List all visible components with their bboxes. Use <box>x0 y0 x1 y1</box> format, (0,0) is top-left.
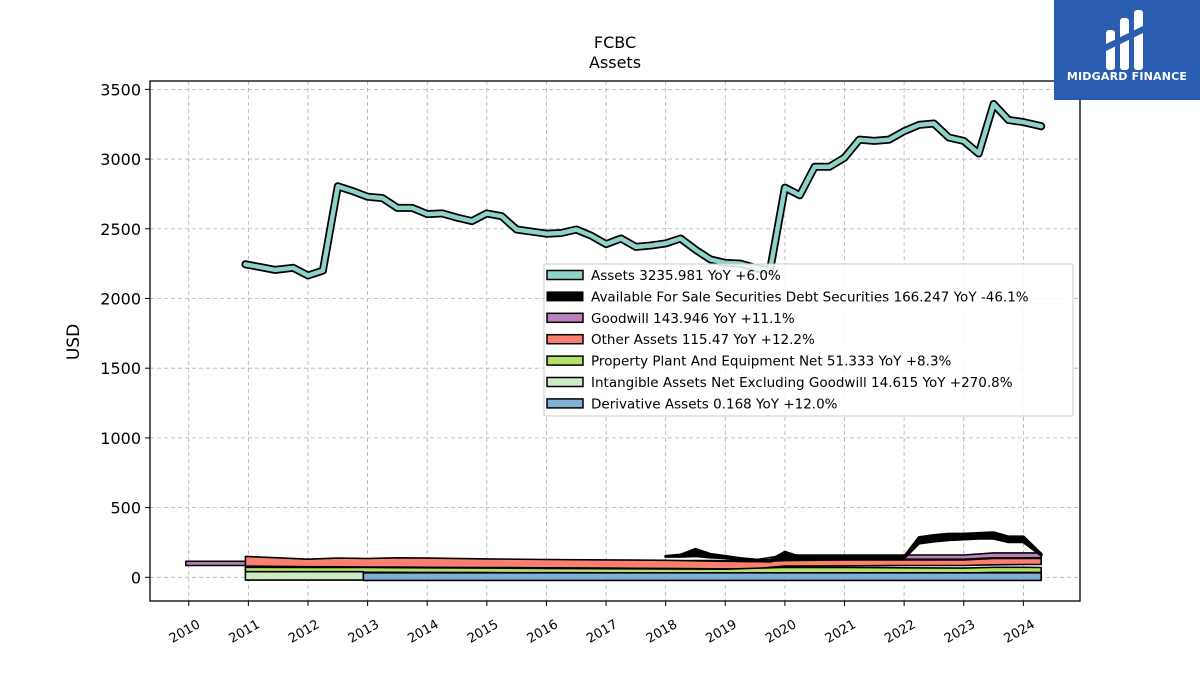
x-tick-label: 2011 <box>227 617 263 647</box>
plot-area <box>185 100 1046 582</box>
y-tick-label: 3000 <box>100 150 141 169</box>
series-band <box>362 571 1042 582</box>
legend-swatch <box>546 376 584 388</box>
plot-frame <box>149 80 1081 602</box>
y-tick-label: 0 <box>131 568 141 587</box>
legend-swatch <box>546 312 584 324</box>
legend[interactable]: Assets 3235.981 YoY +6.0% Available For S… <box>543 263 1074 417</box>
chart-subtitle: Assets <box>589 53 641 72</box>
legend-entry: Intangible Assets Net Excluding Goodwill… <box>591 375 1013 391</box>
y-tick-label: 3500 <box>100 80 141 99</box>
x-tick-label: 2022 <box>882 617 918 647</box>
x-tick-label: 2018 <box>644 617 680 647</box>
y-tick-label: 1500 <box>100 359 141 378</box>
x-tick-label: 2019 <box>703 617 739 647</box>
series-band <box>664 531 1043 563</box>
legend-entry: Derivative Assets 0.168 YoY +12.0% <box>591 396 838 412</box>
logo-text: MIDGARD FINANCE <box>1066 70 1188 83</box>
legend-entry: Property Plant And Equipment Net 51.333 … <box>591 354 951 370</box>
series-line-outline <box>241 100 1046 280</box>
x-tick-label: 2013 <box>346 617 382 647</box>
legend-swatch <box>546 355 584 366</box>
x-tick-label: 2014 <box>405 617 441 647</box>
x-tick-label: 2012 <box>286 617 322 647</box>
x-tick-label: 2010 <box>167 617 203 647</box>
y-tick-label: 500 <box>110 499 141 518</box>
midgard-finance-logo: MIDGARD FINANCE <box>1054 0 1200 100</box>
legend-swatch <box>546 291 584 302</box>
x-tick-label: 2021 <box>823 617 859 647</box>
y-tick-label: 2500 <box>100 220 141 239</box>
x-tick-label: 2020 <box>763 617 799 647</box>
x-tick-label: 2017 <box>584 617 620 647</box>
y-axis-label: USD <box>64 324 84 360</box>
logo-mark-icon <box>1106 10 1143 70</box>
legend-entry: Goodwill 143.946 YoY +11.1% <box>591 311 795 327</box>
series-line <box>243 101 1044 278</box>
legend-swatch <box>546 269 584 281</box>
y-tick-label: 2000 <box>100 289 141 308</box>
legend-entry: Assets 3235.981 YoY +6.0% <box>591 268 781 284</box>
x-tick-label: 2015 <box>465 617 501 647</box>
legend-entry: Other Assets 115.47 YoY +12.2% <box>591 332 815 348</box>
x-tick-label: 2016 <box>525 617 561 647</box>
chart-title: FCBC <box>594 33 636 52</box>
x-tick-label: 2023 <box>942 617 978 647</box>
legend-swatch <box>546 333 584 345</box>
legend-box <box>543 263 1074 417</box>
legend-entry: Available For Sale Securities Debt Secur… <box>591 289 1029 305</box>
x-axis: 2010 2011 2012 2013 2014 2015 2016 2017 2018 2019… <box>167 601 1038 647</box>
y-axis: 0 500 1000 1500 2000 2500 3000 3500 <box>100 80 150 587</box>
x-tick-label: 2024 <box>1002 617 1038 647</box>
series-band <box>244 570 365 581</box>
y-tick-label: 1000 <box>100 429 141 448</box>
legend-swatch <box>546 398 584 409</box>
